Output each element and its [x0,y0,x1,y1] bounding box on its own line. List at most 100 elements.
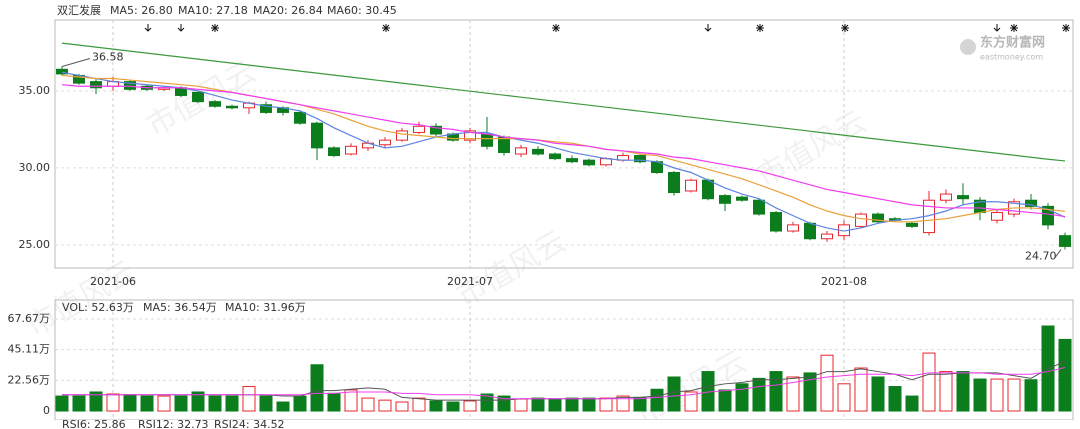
candle-body [464,130,476,141]
candle-body [1042,205,1054,226]
x-tick-label: 2021-06 [90,275,136,288]
volume-bar [973,378,987,412]
volume-bar [735,383,749,412]
legend-entry: MA5: 36.54万 [143,301,217,314]
volume-bar [769,371,783,412]
event-marker [144,24,152,32]
volume-bar [684,391,698,412]
ma-line [61,71,1066,232]
event-marker [1010,24,1018,32]
candle-body [328,147,340,157]
volume-bar [1058,338,1072,412]
volume-bar [752,377,766,412]
volume-bar [327,392,341,412]
footer-bg [55,420,1073,429]
candle-body [634,155,646,163]
candle-body [957,195,969,200]
volume-bar [225,395,239,412]
y-tick-label: 0 [43,404,50,417]
candle-body [940,193,952,201]
volume-bar [174,395,188,412]
volume-bar [599,397,613,412]
rsi-label: RSI12: 32.73 [138,418,209,429]
volume-bar [803,372,817,412]
volume-bar [1024,379,1038,412]
y-tick-label: 35.00 [19,84,51,97]
volume-bar [72,395,86,412]
annotation-arrow [61,58,91,68]
event-marker [756,24,764,32]
volume-bar [854,367,868,412]
candle-body [583,159,595,166]
candle-body [498,136,510,153]
volume-bar [446,401,460,412]
volume-bar [191,391,205,412]
candle-body [430,125,442,135]
volume-bar [939,371,953,412]
legend-entry: MA20: 26.84 [253,4,323,17]
volume-bar [242,386,256,412]
y-tick-label: 30.00 [19,161,51,174]
logo: 东方财富网 eastmoney.com [960,35,1045,62]
volume-bar [616,395,630,412]
candle-body [804,222,816,240]
event-marker [552,24,560,32]
volume-bar [565,397,579,412]
volume-bar [361,397,375,412]
legend-entry: MA10: 31.96万 [225,301,306,314]
candle-body [702,179,714,200]
volume-bar [582,397,596,412]
rsi-label: RSI24: 34.52 [214,418,285,429]
volume-bar [820,354,834,412]
x-tick-label: 2021-07 [447,275,493,288]
candle-body [90,81,102,89]
candle-body [872,213,884,223]
logo-subtitle: eastmoney.com [980,53,1043,62]
candle-body [855,213,867,227]
volume-bar [259,395,273,412]
volume-bar [157,395,171,412]
candle-body [260,104,272,113]
candle-body [753,199,765,215]
chart-title: 双汇发展 [57,3,101,17]
volume-bar [531,397,545,412]
candle-body [685,179,697,192]
y-tick-label: 67.67万 [8,312,51,325]
volume-bar [208,395,222,412]
annotation-arrow [1054,249,1062,258]
candle-body [549,153,561,160]
volume-bar [412,397,426,412]
legend-entry: MA60: 30.45 [327,4,397,17]
candle-body [1059,235,1071,247]
candle-body [906,222,918,227]
candle-body [124,81,136,90]
event-marker [704,24,712,32]
volume-bar [888,386,902,412]
volume-bar [429,400,443,412]
volume-bar [1007,378,1021,412]
volume-bar [310,364,324,412]
rsi-label: RSI6: 25.86 [62,418,126,429]
volume-bar [480,393,494,412]
volume-bar [667,376,681,412]
legend-entry: MA5: 26.80 [110,4,173,17]
event-marker [1062,24,1070,32]
candle-body [668,171,680,194]
candle-body [515,147,527,155]
volume-bar [123,394,137,412]
candle-body [532,148,544,155]
volume-bar [106,393,120,412]
volume-bar [633,396,647,412]
candle-body [294,111,306,124]
candle-body [396,130,408,141]
volume-bar [718,389,732,412]
candle-body [787,224,799,232]
candle-body [192,91,204,103]
plot-frame [54,19,1074,269]
volume-bar [786,376,800,412]
volume-bar [378,399,392,412]
event-marker [993,24,1001,32]
candle-body [991,212,1003,221]
